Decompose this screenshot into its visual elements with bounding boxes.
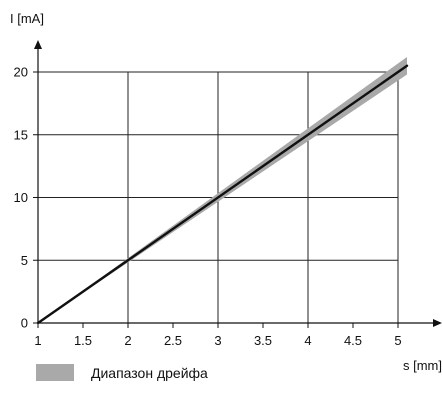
x-tick-label-8: 5 — [394, 333, 401, 348]
y-axis-arrow — [34, 40, 42, 49]
y-tick-label-4: 20 — [14, 65, 28, 80]
drift-band-layer — [38, 56, 407, 323]
x-tick-label-6: 4 — [304, 333, 311, 348]
x-tick-label-0: 1 — [34, 333, 41, 348]
labels: 1 1.5 2 2.5 3 3.5 4 4.5 5 0 5 10 15 20 I [mA] s [mm] — [10, 11, 442, 373]
x-tick-label-1: 1.5 — [74, 333, 92, 348]
series-line-0 — [36, 64, 409, 325]
y-tick-label-2: 10 — [14, 190, 28, 205]
x-tick-label-2: 2 — [124, 333, 131, 348]
y-tick-label-1: 5 — [21, 253, 28, 268]
x-tick-label-3: 2.5 — [164, 333, 182, 348]
drift-band-0 — [38, 56, 407, 323]
x-axis-arrow — [433, 319, 442, 327]
x-tick-label-7: 4.5 — [344, 333, 362, 348]
x-tick-label-4: 3 — [214, 333, 221, 348]
y-tick-label-0: 0 — [21, 316, 28, 331]
x-axis-title: s [mm] — [403, 358, 442, 373]
y-axis-title: I [mA] — [10, 11, 44, 26]
x-tick-label-5: 3.5 — [254, 333, 272, 348]
y-tick-label-3: 15 — [14, 127, 28, 142]
axes — [33, 40, 442, 328]
legend-label: Диапазон дрейфа — [91, 365, 208, 381]
legend-swatch — [36, 364, 74, 381]
series-layer — [36, 64, 409, 325]
